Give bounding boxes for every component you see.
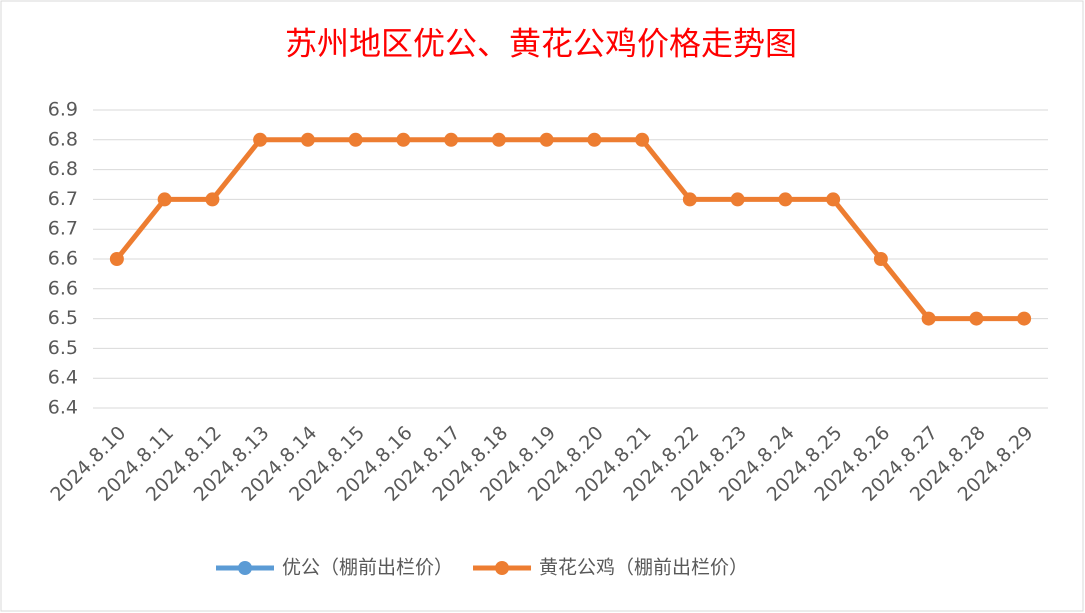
y-tick-label: 6.7	[48, 218, 78, 240]
y-tick-label: 6.8	[48, 158, 78, 180]
y-tick-label: 6.8	[48, 128, 78, 150]
data-point	[635, 132, 650, 147]
data-point	[873, 252, 888, 266]
y-tick-label: 6.6	[48, 248, 78, 270]
series-line	[114, 137, 1025, 322]
legend-marker	[495, 561, 510, 575]
data-point	[539, 132, 554, 147]
y-tick-label: 6.4	[48, 367, 78, 389]
data-point	[348, 132, 363, 147]
data-point	[730, 192, 745, 207]
legend-label: 黄花公鸡（棚前出栏价）	[539, 557, 748, 579]
y-tick-label: 6.7	[48, 188, 78, 210]
data-point	[778, 192, 793, 207]
data-point	[109, 252, 124, 266]
data-point	[396, 132, 411, 147]
data-point	[826, 192, 841, 207]
y-tick-label: 6.4	[48, 397, 78, 419]
data-point	[205, 192, 220, 207]
data-point	[157, 192, 172, 207]
y-tick-label: 6.5	[48, 307, 78, 329]
legend-marker	[238, 561, 252, 575]
data-point	[587, 132, 602, 147]
legend-label: 优公（棚前出栏价）	[282, 557, 453, 579]
y-tick-label: 6.5	[48, 337, 78, 359]
data-point	[921, 311, 936, 326]
data-point	[682, 192, 697, 207]
data-point	[300, 132, 315, 147]
data-point	[969, 311, 984, 326]
y-tick-label: 6.6	[48, 277, 78, 299]
data-point	[253, 132, 268, 147]
y-tick-label: 6.9	[48, 99, 78, 121]
data-point	[444, 132, 459, 147]
data-point	[491, 132, 506, 147]
data-point	[1017, 311, 1032, 326]
chart-title: 苏州地区优公、黄花公鸡价格走势图	[285, 25, 797, 63]
